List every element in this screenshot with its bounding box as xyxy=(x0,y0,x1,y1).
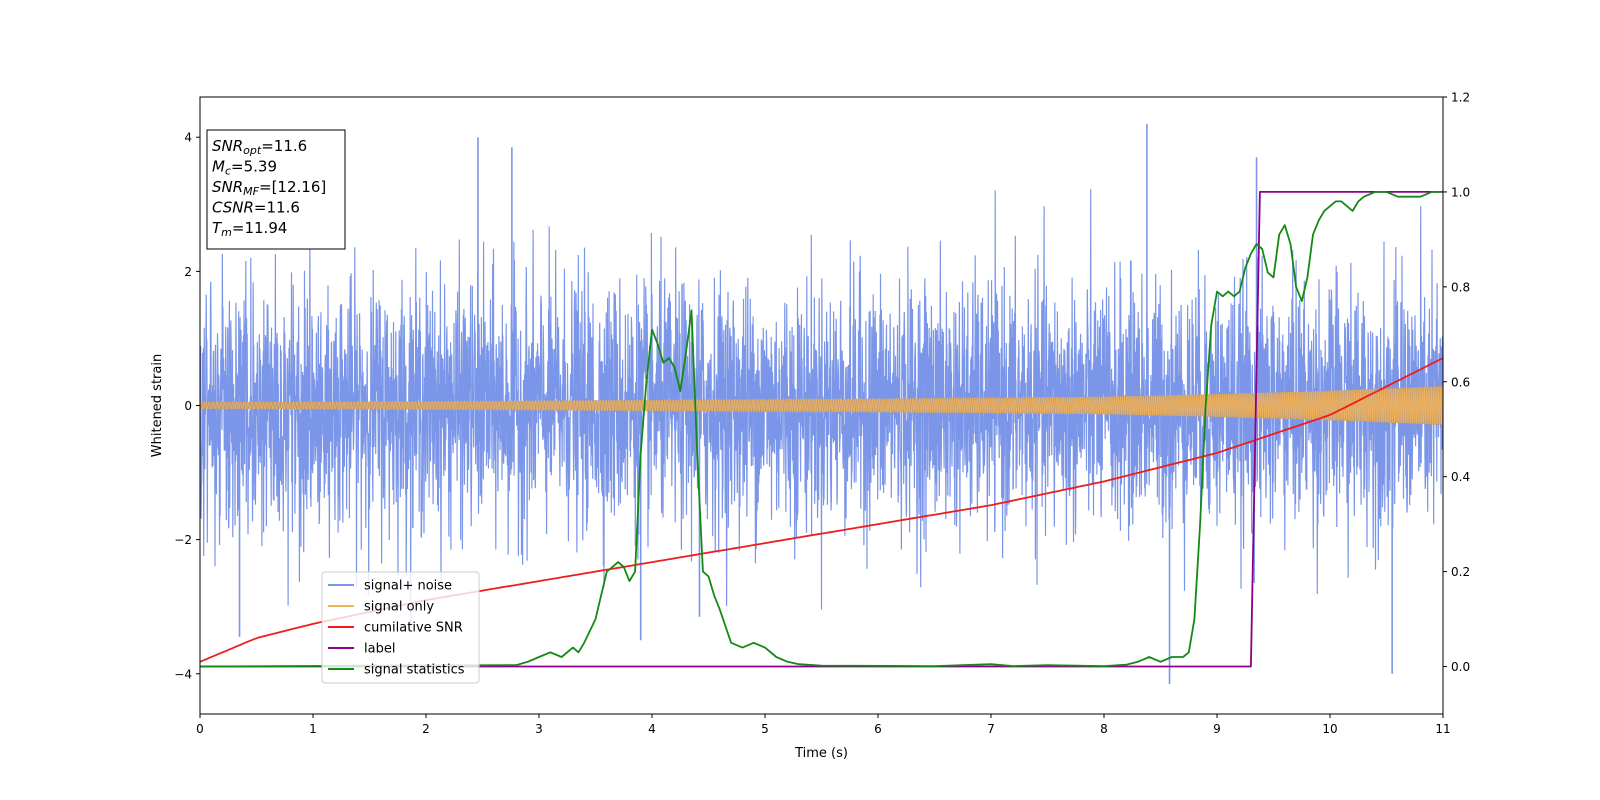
x-tick-label: 10 xyxy=(1322,722,1337,736)
y2-tick-label: 0.0 xyxy=(1451,660,1470,674)
x-tick-label: 9 xyxy=(1213,722,1221,736)
plot-area xyxy=(200,123,1443,684)
annotation-frame xyxy=(206,129,346,250)
series-signal-statistics xyxy=(200,191,1443,668)
x-tick-label: 1 xyxy=(309,722,317,736)
x-tick-label: 0 xyxy=(196,722,204,736)
legend-label: signal only xyxy=(364,600,434,615)
x-axis-label: Time (s) xyxy=(794,746,848,761)
x-tick-label: 5 xyxy=(761,722,769,736)
series-signal-only xyxy=(200,386,1443,425)
x-tick-label: 6 xyxy=(874,722,882,736)
annotation-box: SNRopt=11.6Mc=5.39SNRMF=[12.16]CSNR=11.6… xyxy=(206,129,346,250)
legend-label: signal+ noise xyxy=(364,579,452,594)
y-axis-label: Whitened strain xyxy=(150,354,165,457)
x-tick-label: 11 xyxy=(1435,722,1450,736)
y2-tick-label: 0.4 xyxy=(1451,470,1470,484)
series-label xyxy=(200,191,1443,668)
y-tick-label: 4 xyxy=(184,131,192,145)
x-tick-label: 7 xyxy=(987,722,995,736)
x-tick-label: 4 xyxy=(648,722,656,736)
legend: signal+ noise signal only cumilative SNR la… xyxy=(321,571,480,684)
legend-label: cumilative SNR xyxy=(364,621,463,636)
axis-ticks: 0 1 2 3 4 5 6 7 8 9 10 11 −4 −2 0 2 4 0.0 0.2 0.4 0.6 0.8 1.0 1… xyxy=(174,91,1470,737)
y-tick-label: −2 xyxy=(174,533,192,547)
y2-tick-label: 0.6 xyxy=(1451,375,1470,389)
annotation-line: CSNR=11.6 xyxy=(212,199,300,217)
legend-frame xyxy=(321,571,480,684)
x-tick-label: 8 xyxy=(1100,722,1108,736)
legend-label: signal statistics xyxy=(364,663,465,678)
y2-tick-label: 0.2 xyxy=(1451,565,1470,579)
y2-tick-label: 1.0 xyxy=(1451,185,1470,199)
y-tick-label: 0 xyxy=(184,399,192,413)
y-tick-label: −4 xyxy=(174,667,192,681)
annotation-line: SNRMF=[12.16] xyxy=(212,178,326,198)
y2-tick-label: 1.2 xyxy=(1451,91,1470,105)
annotation-line: Tm=11.94 xyxy=(212,219,287,239)
legend-label: label xyxy=(364,642,395,657)
annotation-line: Mc=5.39 xyxy=(212,158,277,178)
annotation-line: SNRopt=11.6 xyxy=(212,137,307,157)
x-tick-label: 2 xyxy=(422,722,430,736)
x-tick-label: 3 xyxy=(535,722,543,736)
y2-tick-label: 0.8 xyxy=(1451,280,1470,294)
y-tick-label: 2 xyxy=(184,265,192,279)
